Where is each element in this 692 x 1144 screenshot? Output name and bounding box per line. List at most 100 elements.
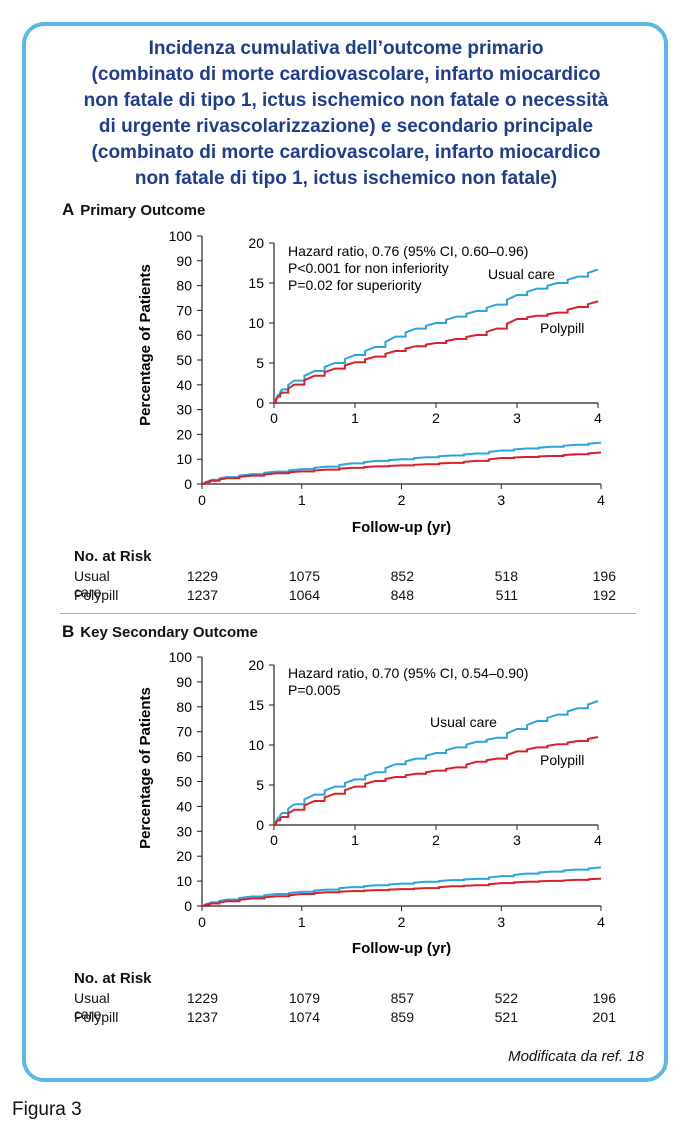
figure-frame — [22, 22, 668, 1082]
panel-a-y-tick-label: 10 — [176, 451, 192, 467]
panel-b-y-tick-label: 20 — [176, 848, 192, 864]
title-line: non fatale di tipo 1, ictus ischemico no… — [134, 168, 558, 189]
panel-a-annotation: P<0.001 for non inferiority — [288, 260, 449, 276]
risk-cell: 521 — [494, 1009, 518, 1025]
risk-cell: 201 — [592, 1009, 616, 1025]
panel-b-y-tick-label: 0 — [184, 898, 192, 914]
risk-cell: 852 — [390, 568, 414, 584]
panel-a-letter: A — [62, 200, 75, 219]
risk-cell: 196 — [592, 568, 616, 584]
title-line: (combinato di morte cardiovascolare, inf… — [91, 142, 601, 163]
panel-a-x-tick-label: 4 — [597, 492, 605, 508]
panel-a-inset-series-usual-care — [274, 268, 599, 404]
panel-a-y-tick-label: 50 — [176, 352, 192, 368]
panel-a-series-usual-care — [202, 441, 602, 485]
panel-b-inset-x-tick-label: 2 — [432, 832, 440, 848]
panel-b-x-axis-label: Follow-up (yr) — [352, 940, 451, 957]
panel-a-label: A Primary Outcome — [62, 200, 205, 220]
panel-b-y-tick-label: 70 — [176, 724, 192, 740]
panel-b-inset-x-tick-label: 1 — [351, 832, 359, 848]
panel-a-x-tick-label: 2 — [398, 492, 406, 508]
panel-a-inset-x-tick-label: 3 — [513, 410, 521, 426]
panel-a-inset-y-tick-label: 10 — [248, 315, 264, 331]
risk-cell: 511 — [495, 587, 518, 603]
panel-a-y-tick-label: 0 — [184, 476, 192, 492]
title-line: (combinato di morte cardiovascolare, inf… — [91, 64, 601, 85]
panel-a-inset-x-tick-label: 0 — [270, 410, 278, 426]
panel-a-y-axis-label: Percentage of Patients — [137, 264, 154, 426]
panel-a-annotation: Hazard ratio, 0.76 (95% CI, 0.60–0.96) — [288, 243, 528, 259]
panel-b-inset-x-tick-label: 0 — [270, 832, 278, 848]
panel-a-x-tick-label: 3 — [497, 492, 505, 508]
panel-b-inset-label-usual-care: Usual care — [430, 714, 497, 730]
title-line: di urgente rivascolarizzazione) e second… — [98, 116, 594, 137]
risk-cell: 1075 — [288, 568, 320, 584]
panel-a-inset-y-tick-label: 0 — [256, 395, 264, 411]
risk-row-label: Usual care — [74, 990, 110, 1022]
panel-a-title: Primary Outcome — [80, 202, 206, 219]
panel-a-y-tick-label: 100 — [169, 228, 193, 244]
panel-b-x-tick-label: 3 — [497, 914, 505, 930]
panel-b-y-tick-label: 30 — [176, 823, 192, 839]
risk-cell: 1229 — [186, 568, 218, 584]
panel-a-series-polypill — [202, 451, 602, 485]
panel-b-inset-x-tick-label: 4 — [594, 832, 602, 848]
panel-a-annotation: P=0.02 for superiority — [288, 277, 421, 293]
panel-b-y-tick-label: 60 — [176, 749, 192, 765]
risk-cell: 1074 — [288, 1009, 320, 1025]
risk-cell: 1064 — [288, 587, 320, 603]
panel-b-inset-y-tick-label: 20 — [248, 657, 264, 673]
panel-b-y-tick-label: 80 — [176, 699, 192, 715]
panel-b-annotation: Hazard ratio, 0.70 (95% CI, 0.54–0.90) — [288, 665, 528, 681]
panel-b-series-polypill — [202, 877, 602, 907]
risk-cell: 518 — [494, 568, 518, 584]
panel-b-inset-y-tick-label: 5 — [256, 777, 264, 793]
panel-a-y-tick-label: 80 — [176, 278, 192, 294]
panel-b-x-tick-label: 1 — [298, 914, 306, 930]
panel-b-x-tick-label: 0 — [198, 914, 206, 930]
panel-a-inset-y-tick-label: 20 — [248, 235, 264, 251]
panel-b-letter: B — [62, 622, 75, 641]
risk-row-label: Usual care — [74, 568, 110, 600]
panel-b-inset-label-polypill: Polypill — [540, 752, 584, 768]
risk-row-label: Polypill — [74, 587, 119, 603]
panel-b-inset-series-usual-care — [274, 700, 599, 826]
panel-a-y-tick-label: 40 — [176, 377, 192, 393]
panel-b-title: Key Secondary Outcome — [80, 624, 258, 641]
panel-b-inset-series-polypill — [274, 736, 599, 826]
panel-b-inset-y-tick-label: 0 — [256, 817, 264, 833]
panel-b-label: B Key Secondary Outcome — [62, 622, 258, 642]
panel-b-series-usual-care — [202, 866, 602, 907]
panel-a-inset-y-tick-label: 5 — [256, 355, 264, 371]
panel-b-y-axis-label: Percentage of Patients — [137, 687, 154, 849]
risk-cell: 848 — [390, 587, 414, 603]
panel-a-y-tick-label: 70 — [176, 302, 192, 318]
title-line: Incidenza cumulativa dell’outcome primar… — [148, 38, 544, 59]
risk-row-label: Polypill — [74, 1009, 119, 1025]
panel-b-inset-y-tick-label: 10 — [248, 737, 264, 753]
panel-a-inset-x-tick-label: 1 — [351, 410, 359, 426]
risk-cell: 1229 — [186, 990, 218, 1006]
risk-cell: 1237 — [186, 1009, 218, 1025]
panel-a-x-tick-label: 0 — [198, 492, 206, 508]
risk-cell: 859 — [390, 1009, 414, 1025]
panel-b-y-tick-label: 10 — [176, 873, 192, 889]
panel-b-y-tick-label: 100 — [169, 649, 193, 665]
panel-a-x-tick-label: 1 — [298, 492, 306, 508]
risk-cell: 522 — [494, 990, 518, 1006]
panel-a-inset-x-tick-label: 2 — [432, 410, 440, 426]
panel-b-x-tick-label: 4 — [597, 914, 605, 930]
panel-b-y-tick-label: 40 — [176, 798, 192, 814]
panel-a-inset-x-tick-label: 4 — [594, 410, 602, 426]
panel-a-y-tick-label: 60 — [176, 327, 192, 343]
panel-a-inset-y-tick-label: 15 — [248, 275, 264, 291]
panel-b-inset-x-tick-label: 3 — [513, 832, 521, 848]
risk-cell: 1237 — [186, 587, 218, 603]
risk-cell: 196 — [592, 990, 616, 1006]
panel-b-risk-title: No. at Risk — [74, 970, 152, 987]
panel-a-y-tick-label: 20 — [176, 426, 192, 442]
panel-a-y-tick-label: 30 — [176, 402, 192, 418]
panel-a-inset-label-usual-care: Usual care — [488, 266, 555, 282]
figure-title: Incidenza cumulativa dell’outcome primar… — [30, 36, 662, 192]
